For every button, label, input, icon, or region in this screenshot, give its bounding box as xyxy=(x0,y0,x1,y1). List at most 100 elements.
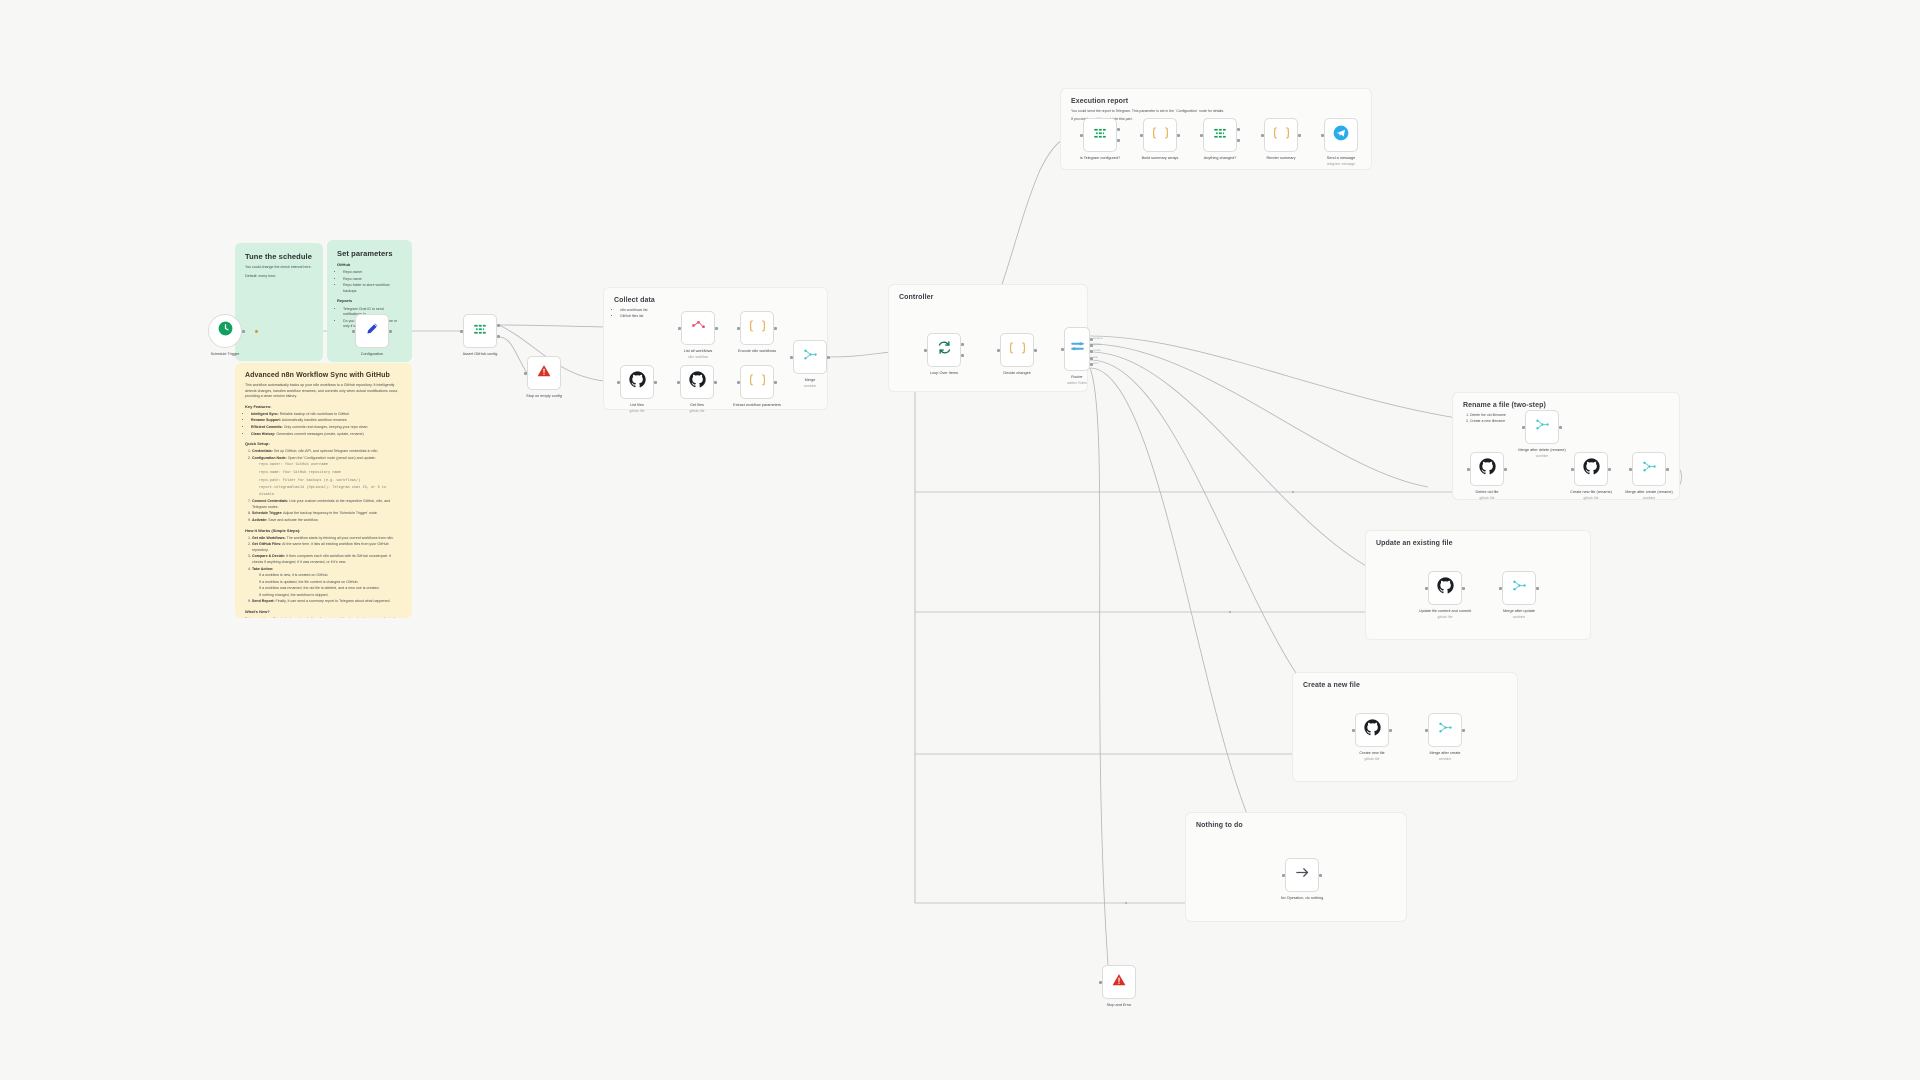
node-create-new-rename[interactable]: Create new file (rename) github: file xyxy=(1570,452,1612,500)
node-merge[interactable]: Merge combine xyxy=(790,340,830,388)
node-delete-old-file[interactable]: Delete old file github: file xyxy=(1467,452,1507,500)
router-output-port-skip[interactable] xyxy=(1090,356,1093,360)
node-label: Extract workflow parameters xyxy=(733,403,781,407)
node-loop-over-items[interactable]: Loop Over Items xyxy=(924,333,964,375)
node-list-all-workflows[interactable]: List all workflows n8n: workflow xyxy=(678,311,718,359)
error-icon xyxy=(1112,973,1126,992)
node-render-summary[interactable]: { } Render summary xyxy=(1261,118,1301,160)
node-is-telegram[interactable]: Is Telegram configured? xyxy=(1080,118,1120,160)
node-output-port[interactable] xyxy=(774,326,777,330)
node-input-port[interactable] xyxy=(1522,425,1525,429)
node-input-port[interactable] xyxy=(1061,347,1064,351)
node-input-port[interactable] xyxy=(1352,728,1355,732)
section-heading: What's New? xyxy=(245,608,270,614)
node-output-port[interactable] xyxy=(827,355,830,359)
node-input-port[interactable] xyxy=(460,329,463,333)
router-output-port-update[interactable] xyxy=(1090,344,1093,348)
node-input-port[interactable] xyxy=(1321,133,1324,137)
router-output-port-create[interactable] xyxy=(1090,350,1093,354)
node-input-port[interactable] xyxy=(352,329,355,333)
node-output-port[interactable] xyxy=(1608,467,1611,471)
node-output-port[interactable] xyxy=(654,380,657,384)
node-label: Render summary xyxy=(1266,156,1296,160)
node-output-port[interactable] xyxy=(1462,728,1465,732)
node-merge-after-update[interactable]: Merge after update combine xyxy=(1499,571,1539,619)
node-configuration[interactable]: Configuration xyxy=(352,314,392,356)
node-output-port[interactable] xyxy=(1504,467,1507,471)
node-output-port[interactable] xyxy=(497,334,500,338)
sticky-note-tune-schedule[interactable]: Tune the schedule You could change the c… xyxy=(235,243,323,361)
sticky-note-advanced-sync[interactable]: Advanced n8n Workflow Sync with GitHub T… xyxy=(235,363,412,618)
node-output-port[interactable] xyxy=(1117,138,1120,142)
node-input-port[interactable] xyxy=(1282,873,1285,877)
node-output-port[interactable] xyxy=(715,326,718,330)
node-output-port[interactable] xyxy=(1319,873,1322,877)
sticky-note-create-file[interactable]: Create a new file xyxy=(1292,672,1518,782)
node-output-port[interactable] xyxy=(389,329,392,333)
node-send-message[interactable]: Send a message telegram: message xyxy=(1321,118,1358,166)
node-router[interactable]: rename update create skip error Router switch:… xyxy=(1061,327,1102,385)
router-output-port-rename[interactable] xyxy=(1090,338,1093,341)
node-output-port[interactable] xyxy=(1034,348,1037,352)
node-output-port[interactable] xyxy=(714,380,717,384)
node-schedule-trigger[interactable]: Schedule Trigger xyxy=(208,314,245,356)
node-output-port[interactable] xyxy=(961,353,964,357)
node-assert-github[interactable]: Assert GitHub config xyxy=(460,314,500,356)
node-output-port[interactable] xyxy=(1536,586,1539,590)
node-encode-workflows[interactable]: { } Encode n8n workflows xyxy=(737,311,777,353)
node-input-port[interactable] xyxy=(737,380,740,384)
node-input-port[interactable] xyxy=(1099,980,1102,984)
router-output-port-error[interactable] xyxy=(1090,362,1093,366)
node-output-port[interactable] xyxy=(774,380,777,384)
node-input-port[interactable] xyxy=(524,371,527,375)
loop-icon xyxy=(937,340,952,360)
node-output-port[interactable] xyxy=(1298,133,1301,137)
sticky-note-controller[interactable]: Controller xyxy=(888,284,1088,392)
node-output-port[interactable] xyxy=(1177,133,1180,137)
node-output-port[interactable] xyxy=(1237,128,1240,132)
node-merge-after-create-rename[interactable]: Merge after create (rename) combine xyxy=(1625,452,1673,500)
node-output-port[interactable] xyxy=(497,324,500,328)
node-anything-changed[interactable]: Anything changed? xyxy=(1200,118,1240,160)
node-merge-after-create[interactable]: Merge after create combine xyxy=(1425,713,1465,761)
node-input-port[interactable] xyxy=(677,380,680,384)
node-input-port[interactable] xyxy=(1467,467,1470,471)
node-get-files[interactable]: Get files github: file xyxy=(677,365,717,413)
node-input-port[interactable] xyxy=(678,326,681,330)
node-input-port[interactable] xyxy=(1629,467,1632,471)
node-input-port[interactable] xyxy=(1425,728,1428,732)
node-build-summary[interactable]: { } Build summary arrays xyxy=(1140,118,1180,160)
node-stop-and-error[interactable]: Stop and Error xyxy=(1099,965,1136,1007)
node-output-port[interactable] xyxy=(1559,425,1562,429)
node-input-port[interactable] xyxy=(1571,467,1574,471)
node-input-port[interactable] xyxy=(1425,586,1428,590)
node-output-port[interactable] xyxy=(1462,586,1465,590)
node-no-operation[interactable]: No Operation, do nothing xyxy=(1281,858,1323,900)
node-output-port[interactable] xyxy=(1117,128,1120,132)
node-list-files[interactable]: List files github: file xyxy=(617,365,657,413)
node-input-port[interactable] xyxy=(1080,133,1083,137)
node-input-port[interactable] xyxy=(1200,133,1203,137)
node-output-port[interactable] xyxy=(242,329,245,333)
node-input-port[interactable] xyxy=(1261,133,1264,137)
node-input-port[interactable] xyxy=(997,348,1000,352)
node-output-port[interactable] xyxy=(1237,138,1240,142)
sticky-note-update-file[interactable]: Update an existing file xyxy=(1365,530,1591,640)
node-input-port[interactable] xyxy=(790,355,793,359)
node-output-port[interactable] xyxy=(961,343,964,347)
code-icon: { } xyxy=(747,318,767,338)
node-create-new-file[interactable]: Create new file github: file xyxy=(1352,713,1392,761)
node-input-port[interactable] xyxy=(1140,133,1143,137)
node-merge-after-delete[interactable]: Merge after delete (rename) combine xyxy=(1518,410,1566,458)
node-stop-empty-config[interactable]: Stop on empty config xyxy=(524,356,562,398)
node-input-port[interactable] xyxy=(617,380,620,384)
node-input-port[interactable] xyxy=(924,348,927,352)
node-extract-params[interactable]: { } Extract workflow parameters xyxy=(733,365,781,407)
node-output-port[interactable] xyxy=(1666,467,1669,471)
node-output-port[interactable] xyxy=(1389,728,1392,732)
node-update-file-commit[interactable]: Update file content and commit github: fi… xyxy=(1419,571,1471,619)
node-input-port[interactable] xyxy=(737,326,740,330)
node-input-port[interactable] xyxy=(1499,586,1502,590)
node-decide-changes[interactable]: { } Decide changes xyxy=(997,333,1037,375)
